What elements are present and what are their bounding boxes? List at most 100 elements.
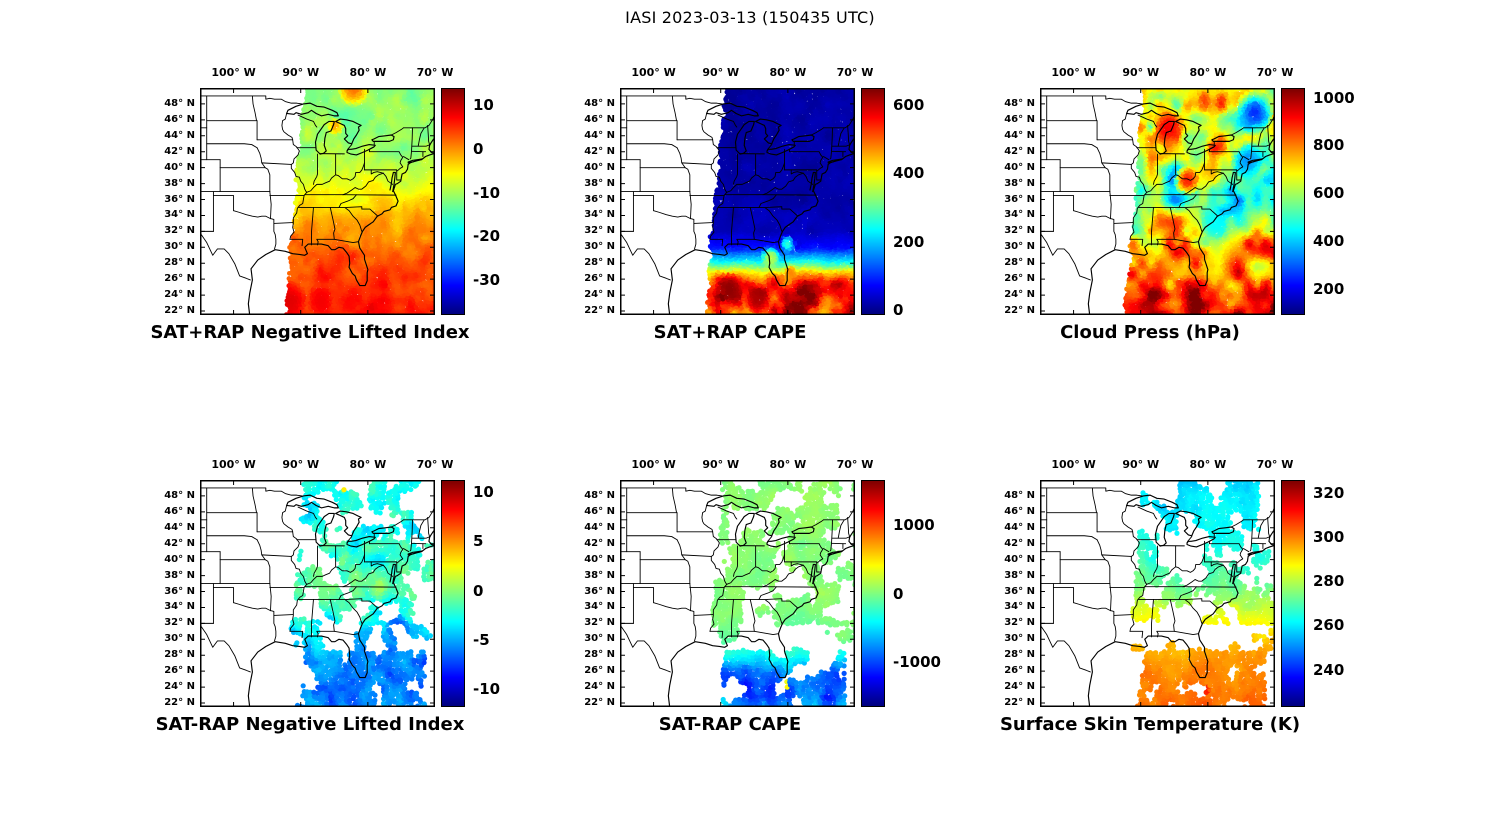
colorbar-tick-label: 200 (1313, 279, 1345, 298)
colorbar-tick-label: -20 (473, 227, 501, 246)
lat-tick-label: 46° N (584, 113, 615, 125)
colorbar-tick-label: 260 (1313, 616, 1345, 635)
lat-tick-label: 30° N (584, 241, 615, 253)
lon-tick-label: 80° W (349, 66, 387, 79)
lat-tick-label: 24° N (584, 681, 615, 693)
lat-tick-label: 30° N (164, 633, 195, 645)
lon-tick-label: 80° W (349, 458, 387, 471)
panel-sat-minus-rap-cape: 100° W 90° W 80° W 70° W 48° N 46° N 44° N 42°… (565, 450, 955, 762)
panel-cloud-press: 100° W 90° W 80° W 70° W 48° N 46° N 44° N 42°… (985, 58, 1375, 370)
lon-tick-label: 70° W (416, 458, 454, 471)
lat-tick-label: 48° N (584, 489, 615, 501)
map-plot (620, 88, 855, 315)
colorbar-tick-label: 600 (1313, 184, 1345, 203)
lat-tick-label: 22° N (584, 697, 615, 709)
lat-tick-label: 34° N (1004, 209, 1035, 221)
lat-tick-label: 40° N (584, 161, 615, 173)
lat-tick-label: 42° N (584, 537, 615, 549)
lon-tick-label: 80° W (1189, 66, 1227, 79)
lon-tick-label: 90° W (282, 66, 320, 79)
colorbar-tick-label: 0 (893, 300, 904, 319)
lon-tick-label: 100° W (631, 458, 676, 471)
lat-tick-label: 36° N (164, 585, 195, 597)
panel-title: Surface Skin Temperature (K) (999, 714, 1301, 735)
lat-tick-label: 44° N (164, 129, 195, 141)
lat-tick-label: 34° N (1004, 601, 1035, 613)
lat-tick-label: 48° N (584, 97, 615, 109)
lat-tick-label: 48° N (164, 97, 195, 109)
map-plot (200, 480, 435, 707)
colorbar-tick-label: 1000 (1313, 88, 1355, 107)
colorbar-tick-label: 0 (893, 584, 904, 603)
colorbar-tick-label: 10 (473, 482, 494, 501)
lat-tick-label: 36° N (1004, 585, 1035, 597)
lat-tick-label: 24° N (1004, 681, 1035, 693)
lat-tick-label: 38° N (164, 177, 195, 189)
lat-tick-label: 28° N (164, 649, 195, 661)
lat-tick-label: 26° N (1004, 273, 1035, 285)
lat-tick-label: 22° N (164, 697, 195, 709)
lat-tick-label: 40° N (164, 553, 195, 565)
colorbar-tick-label: 400 (1313, 231, 1345, 250)
lon-tick-label: 90° W (702, 66, 740, 79)
map-plot (1040, 480, 1275, 707)
lon-tick-label: 100° W (211, 66, 256, 79)
lat-tick-label: 26° N (164, 665, 195, 677)
lon-tick-label: 90° W (282, 458, 320, 471)
lat-tick-label: 36° N (164, 193, 195, 205)
lat-tick-label: 26° N (584, 273, 615, 285)
lat-tick-label: 28° N (1004, 649, 1035, 661)
colorbar-tick-label: 300 (1313, 528, 1345, 547)
lat-tick-label: 36° N (584, 585, 615, 597)
lat-tick-label: 46° N (164, 113, 195, 125)
lat-tick-label: 32° N (164, 617, 195, 629)
lat-tick-label: 22° N (1004, 697, 1035, 709)
lat-tick-label: 38° N (584, 569, 615, 581)
lat-tick-label: 30° N (584, 633, 615, 645)
colorbar-tick-label: -10 (473, 183, 501, 202)
lon-tick-label: 70° W (1256, 66, 1294, 79)
lat-tick-label: 28° N (584, 649, 615, 661)
colorbar-tick-label: 0 (473, 581, 484, 600)
lat-tick-label: 34° N (164, 209, 195, 221)
lat-tick-label: 40° N (1004, 553, 1035, 565)
map-canvas (620, 88, 855, 315)
lon-tick-label: 70° W (1256, 458, 1294, 471)
lat-tick-label: 36° N (1004, 193, 1035, 205)
lat-tick-label: 44° N (1004, 129, 1035, 141)
lat-tick-label: 46° N (1004, 505, 1035, 517)
lat-tick-label: 30° N (1004, 633, 1035, 645)
colorbar-tick-label: -1000 (893, 653, 941, 672)
lat-tick-label: 46° N (584, 505, 615, 517)
lat-tick-label: 30° N (1004, 241, 1035, 253)
colorbar (861, 480, 885, 707)
colorbar-tick-label: 280 (1313, 572, 1345, 591)
lat-tick-label: 30° N (164, 241, 195, 253)
map-canvas (1040, 480, 1275, 707)
lat-tick-label: 42° N (164, 537, 195, 549)
colorbar (861, 88, 885, 315)
lon-tick-label: 90° W (1122, 458, 1160, 471)
lon-tick-label: 70° W (836, 66, 874, 79)
map-canvas (620, 480, 855, 707)
map-canvas (200, 88, 435, 315)
panel-surface-skin-temperature: 100° W 90° W 80° W 70° W 48° N 46° N 44° N 42°… (985, 450, 1375, 762)
lat-tick-label: 24° N (164, 681, 195, 693)
colorbar-tick-label: 5 (473, 532, 484, 551)
map-plot (620, 480, 855, 707)
lat-tick-label: 26° N (1004, 665, 1035, 677)
lon-tick-label: 80° W (769, 458, 807, 471)
lat-tick-label: 46° N (1004, 113, 1035, 125)
lat-tick-label: 32° N (1004, 617, 1035, 629)
lat-tick-label: 42° N (164, 145, 195, 157)
lat-tick-label: 24° N (164, 289, 195, 301)
colorbar-tick-label: 1000 (893, 515, 935, 534)
colorbar-tick-label: 320 (1313, 484, 1345, 503)
panel-title: SAT-RAP CAPE (658, 714, 802, 735)
panel-title: SAT-RAP Negative Lifted Index (155, 714, 465, 735)
map-canvas (1040, 88, 1275, 315)
lat-tick-label: 24° N (584, 289, 615, 301)
lat-tick-label: 22° N (164, 305, 195, 317)
map-canvas (200, 480, 435, 707)
